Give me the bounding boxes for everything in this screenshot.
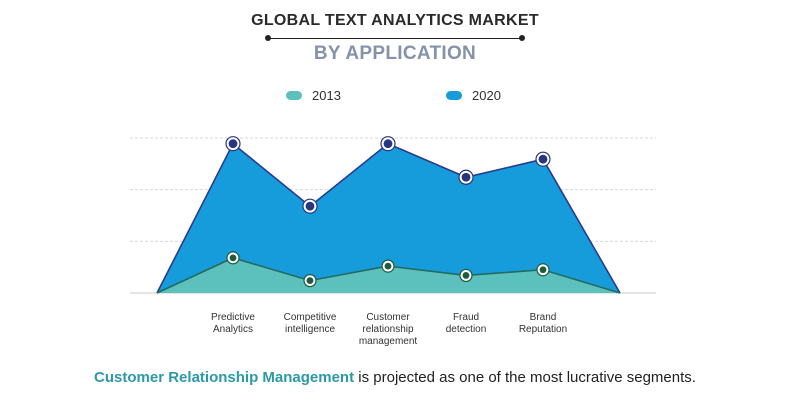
point-marker-2013 — [229, 254, 237, 262]
x-tick-label-line: Customer — [366, 312, 410, 323]
x-tick-label-line: Reputation — [519, 324, 567, 335]
x-tick-label: Predictive Analytics — [211, 312, 255, 335]
x-tick-label-line: intelligence — [285, 324, 335, 335]
chart-title: GLOBAL TEXT ANALYTICS MARKET — [251, 12, 539, 29]
legend-item-2013: 2013 — [286, 88, 341, 103]
x-tick-label: Competitive intelligence — [284, 312, 337, 335]
title-divider — [265, 35, 525, 41]
x-tick-label: Customer relationship management — [359, 312, 418, 347]
x-tick-label-line: relationship — [362, 324, 414, 335]
legend-swatch-2013 — [286, 91, 302, 100]
point-marker-2020 — [461, 172, 471, 182]
x-tick-label-line: management — [359, 336, 418, 347]
area-chart: Predictive Analytics Competitive intelligen… — [130, 136, 656, 347]
legend-item-2020: 2020 — [446, 88, 501, 103]
x-tick-label-line: Fraud — [453, 312, 479, 323]
x-tick-label-line: detection — [446, 324, 487, 335]
divider-right-dot — [519, 35, 525, 41]
point-marker-2013 — [462, 272, 470, 279]
footer-highlight: Customer Relationship Management — [94, 369, 355, 386]
point-marker-2020 — [228, 139, 238, 149]
chart-subtitle: BY APPLICATION — [313, 43, 477, 64]
x-tick-label-line: Brand — [530, 312, 557, 323]
legend-label-2013: 2013 — [312, 88, 341, 103]
x-tick-label: Fraud detection — [446, 312, 487, 335]
footer-note: Customer Relationship Management is proj… — [0, 369, 790, 386]
point-marker-2020 — [383, 139, 393, 149]
x-tick-label-line: Analytics — [213, 324, 253, 335]
x-tick-label: Brand Reputation — [519, 312, 567, 335]
legend-label-2020: 2020 — [472, 88, 501, 103]
point-marker-2020 — [538, 154, 548, 164]
point-marker-2020 — [305, 201, 315, 211]
footer-text: is projected as one of the most lucrativ… — [354, 369, 696, 386]
divider-left-dot — [265, 35, 271, 41]
point-marker-2013 — [539, 266, 547, 274]
x-tick-label-line: Competitive — [284, 312, 337, 323]
point-marker-2013 — [306, 277, 314, 284]
point-marker-2013 — [384, 262, 392, 270]
area-series-2013 — [157, 257, 620, 293]
chart-legend: 2013 2020 — [0, 88, 790, 108]
x-tick-label-line: Predictive — [211, 312, 255, 323]
area-series-2020 — [157, 143, 620, 293]
legend-swatch-2020 — [446, 91, 462, 100]
